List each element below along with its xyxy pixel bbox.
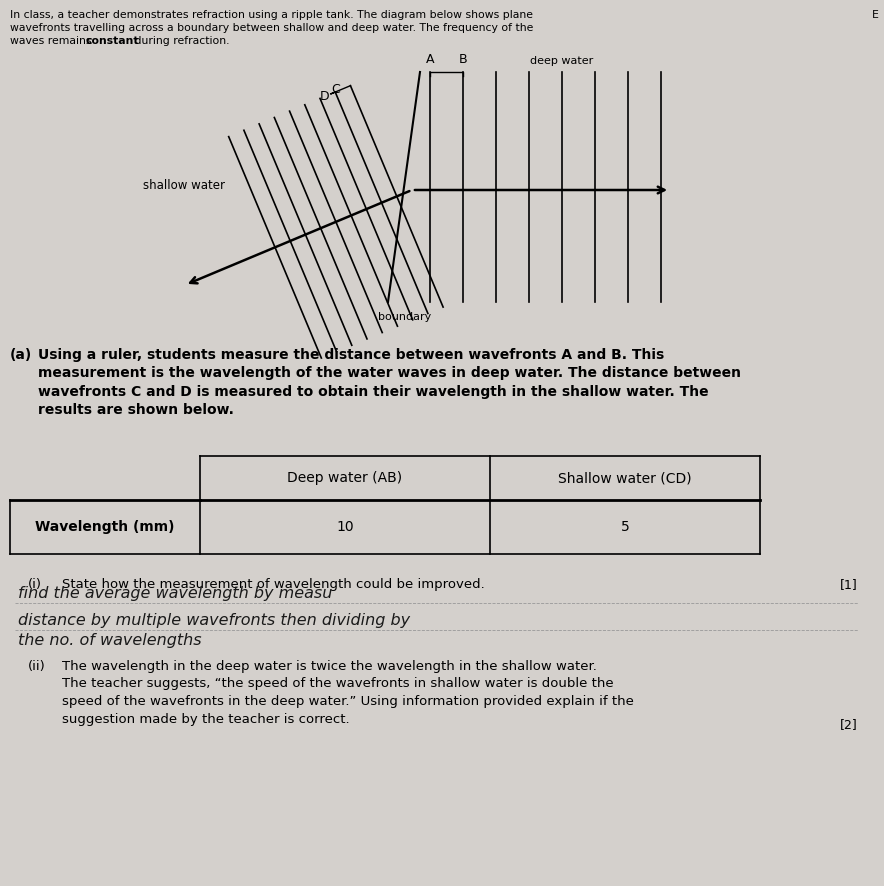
- Text: Deep water (AB): Deep water (AB): [287, 471, 402, 485]
- Text: (a): (a): [10, 348, 32, 362]
- Text: The wavelength in the deep water is twice the wavelength in the shallow water.
T: The wavelength in the deep water is twic…: [62, 660, 634, 726]
- Text: [1]: [1]: [841, 578, 858, 591]
- Text: 10: 10: [336, 520, 354, 534]
- Text: boundary: boundary: [378, 312, 431, 322]
- Text: In class, a teacher demonstrates refraction using a ripple tank. The diagram bel: In class, a teacher demonstrates refract…: [10, 10, 533, 20]
- Text: shallow water: shallow water: [143, 178, 225, 191]
- Text: (ii): (ii): [28, 660, 46, 673]
- Text: the no. of wavelengths: the no. of wavelengths: [18, 633, 202, 648]
- Text: distance by multiple wavefronts then dividing by: distance by multiple wavefronts then div…: [18, 613, 410, 628]
- Text: E: E: [872, 10, 879, 20]
- Text: (i): (i): [28, 578, 42, 591]
- Text: Wavelength (mm): Wavelength (mm): [35, 520, 175, 534]
- Text: [2]: [2]: [841, 718, 858, 731]
- Text: deep water: deep water: [530, 56, 593, 66]
- Text: A: A: [426, 53, 434, 66]
- Text: find the average wavelength by measu: find the average wavelength by measu: [18, 586, 332, 601]
- Text: Using a ruler, students measure the distance between wavefronts A and B. This
me: Using a ruler, students measure the dist…: [38, 348, 741, 417]
- Text: State how the measurement of wavelength could be improved.: State how the measurement of wavelength …: [62, 578, 484, 591]
- Text: C: C: [332, 83, 340, 97]
- Text: waves remains: waves remains: [10, 36, 95, 46]
- Text: D: D: [320, 89, 329, 103]
- Text: B: B: [459, 53, 468, 66]
- Text: wavefronts travelling across a boundary between shallow and deep water. The freq: wavefronts travelling across a boundary …: [10, 23, 533, 33]
- Text: constant: constant: [85, 36, 139, 46]
- Text: 5: 5: [621, 520, 629, 534]
- Text: during refraction.: during refraction.: [131, 36, 230, 46]
- Text: Shallow water (CD): Shallow water (CD): [558, 471, 692, 485]
